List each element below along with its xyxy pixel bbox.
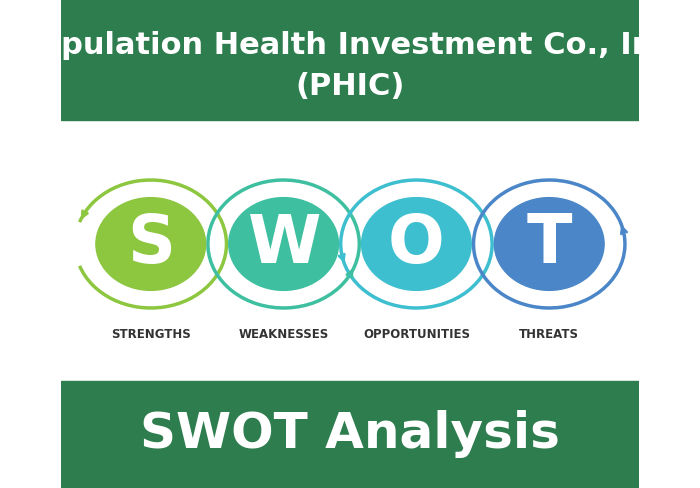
Text: Population Health Investment Co., Inc.: Population Health Investment Co., Inc. xyxy=(18,31,682,60)
Circle shape xyxy=(229,198,339,290)
Text: T: T xyxy=(526,211,572,277)
Text: O: O xyxy=(388,211,444,277)
Circle shape xyxy=(494,198,604,290)
Circle shape xyxy=(361,198,471,290)
Text: STRENGTHS: STRENGTHS xyxy=(111,328,190,341)
Bar xyxy=(62,0,638,120)
Text: S: S xyxy=(127,211,175,277)
Circle shape xyxy=(96,198,206,290)
Bar xyxy=(62,381,638,488)
Text: (PHIC): (PHIC) xyxy=(295,72,405,101)
Text: W: W xyxy=(247,211,321,277)
Text: SWOT Analysis: SWOT Analysis xyxy=(140,410,560,458)
Text: THREATS: THREATS xyxy=(519,328,579,341)
Text: WEAKNESSES: WEAKNESSES xyxy=(239,328,329,341)
Text: OPPORTUNITIES: OPPORTUNITIES xyxy=(363,328,470,341)
